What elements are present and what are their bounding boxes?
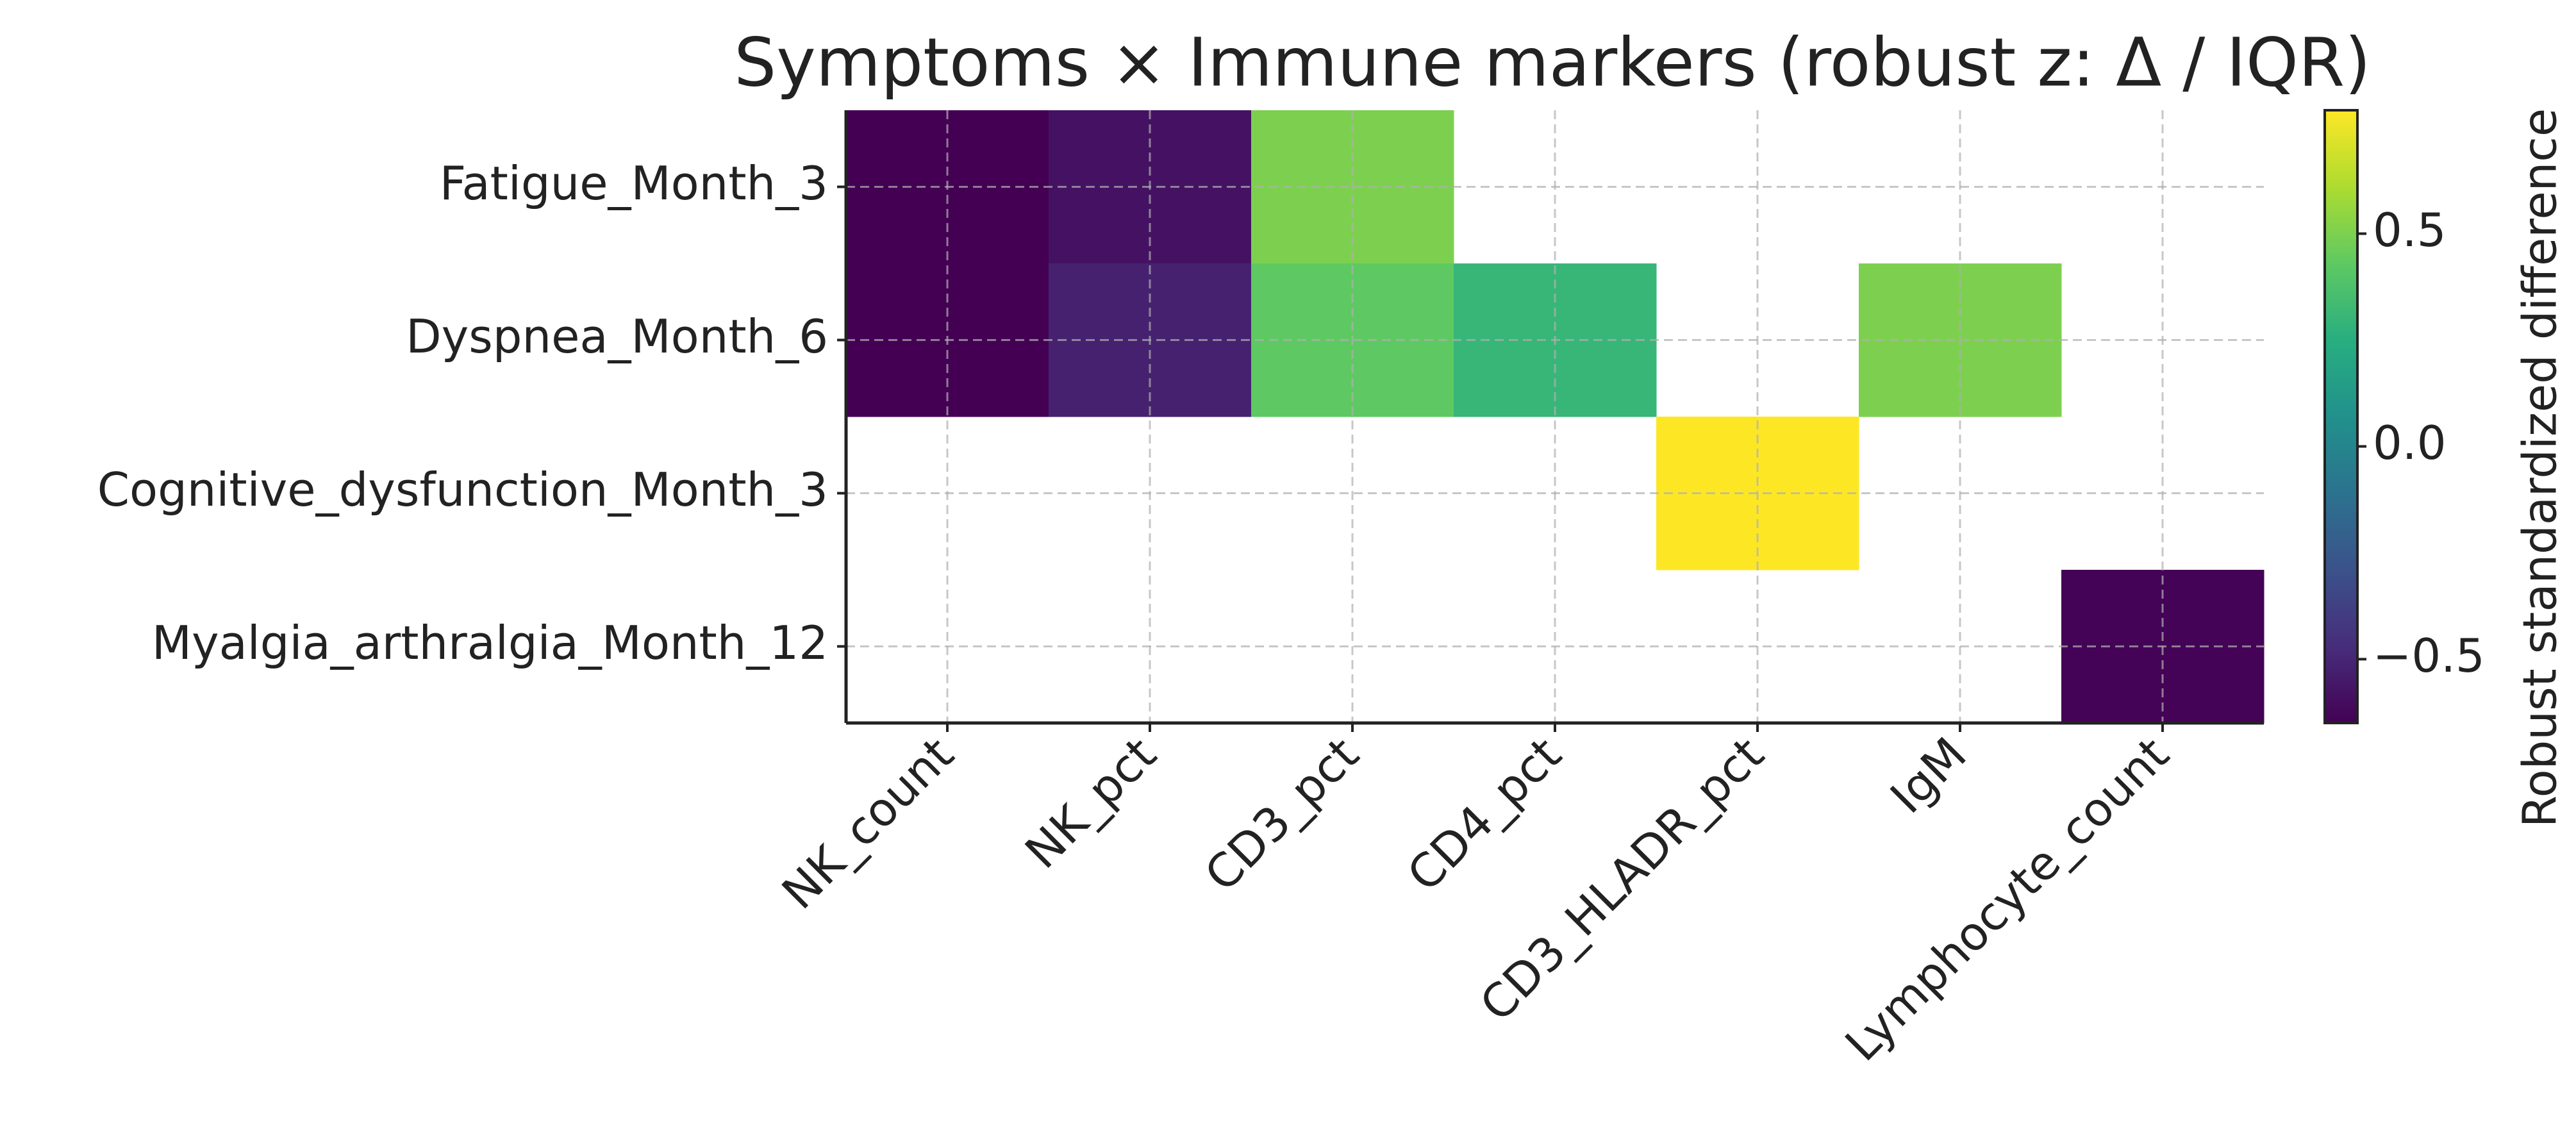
x-tick-label: NK_count [772, 727, 964, 919]
chart-title: Symptoms × Immune markers (robust z: Δ /… [734, 23, 2370, 101]
colorbar-tick-label: −0.5 [2373, 629, 2485, 683]
x-tick-label: IgM [1880, 727, 1977, 824]
y-tick-label: Cognitive_dysfunction_Month_3 [97, 463, 828, 517]
colorbar-tick-label: 0.5 [2373, 203, 2447, 257]
y-tick-label: Dyspnea_Month_6 [406, 310, 828, 363]
y-tick-label: Myalgia_arthralgia_Month_12 [152, 616, 828, 670]
x-tick-label: NK_pct [1015, 727, 1167, 879]
x-tick-label: CD4_pct [1397, 727, 1572, 901]
x-tick-label: CD3_pct [1195, 727, 1369, 901]
colorbar [2323, 109, 2359, 724]
colorbar-label: Robust standardized difference [2513, 108, 2567, 827]
y-tick-label: Fatigue_Month_3 [440, 156, 828, 210]
colorbar-tick-label: 0.0 [2373, 416, 2447, 470]
